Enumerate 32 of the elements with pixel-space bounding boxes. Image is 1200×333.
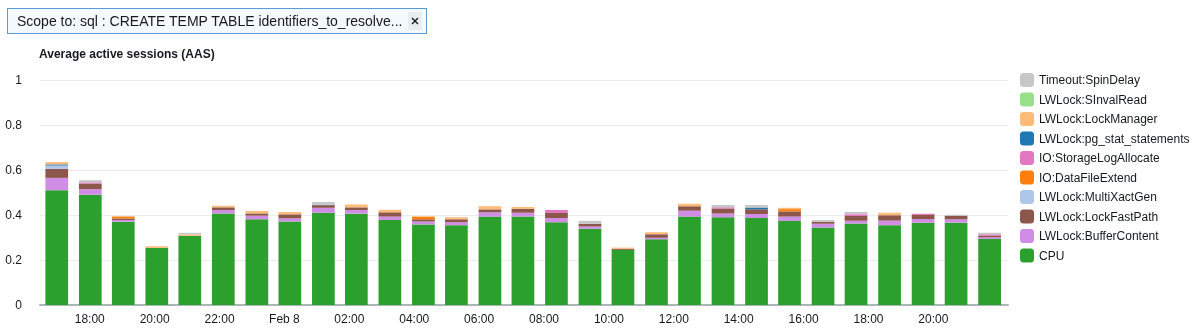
y-tick-label: 0.2 (5, 253, 23, 267)
text: Scope to: sql : CREATE TEMP TABLE identifiers_to_resolve... (17, 13, 403, 29)
x-tick-label: Feb 8 (269, 312, 301, 326)
legend-label: LWLock:pg_stat_statements (1039, 131, 1190, 146)
x-tick-label: 12:00 (658, 312, 690, 326)
y-tick-label: 0 (15, 298, 23, 312)
legend-label: Timeout:SpinDelay (1039, 73, 1140, 87)
x-tick-label: 18:00 (74, 312, 106, 326)
x-tick-label: 22:00 (204, 312, 235, 326)
y-tick-label: 0.8 (5, 118, 23, 132)
y-tick-label: 0.4 (5, 208, 23, 222)
x-tick-label: 14:00 (723, 312, 755, 326)
chart-title: Average active sessions (AAS) (39, 47, 215, 61)
y-tick-label: 1 (15, 73, 23, 87)
y-tick-label: 0.6 (5, 163, 23, 177)
x-tick-label: 08:00 (528, 312, 560, 326)
x-tick-label: 18:00 (853, 312, 884, 326)
legend-label: LWLock:BufferContent (1039, 229, 1160, 243)
x-tick-label: 02:00 (334, 312, 365, 326)
legend-label: LWLock:MultiXactGen (1039, 190, 1157, 204)
legend-label: LWLock:SInvalRead (1039, 92, 1147, 107)
legend-label: IO:DataFileExtend (1039, 170, 1138, 185)
x-tick-label: 20:00 (139, 312, 170, 326)
legend-label: LWLock:LockFastPath (1039, 209, 1159, 224)
x-tick-label: 10:00 (593, 312, 625, 326)
x-tick-label: 20:00 (918, 312, 949, 326)
legend-label: CPU (1039, 248, 1065, 263)
x-tick-label: 06:00 (464, 312, 495, 326)
legend-label: IO:StorageLogAllocate (1039, 151, 1161, 165)
x-tick-label: 04:00 (399, 312, 430, 326)
x-tick-label: 16:00 (788, 312, 819, 326)
legend-label: LWLock:LockManager (1039, 112, 1158, 126)
